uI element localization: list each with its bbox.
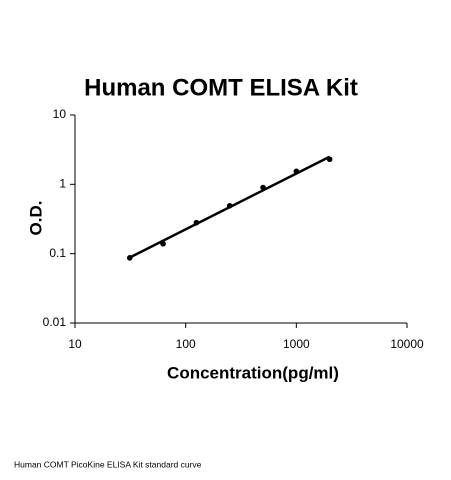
chart-title: Human COMT ELISA Kit: [84, 74, 358, 101]
caption: Human COMT PicoKine ELISA Kit standard c…: [14, 459, 202, 469]
x-tick-label: 1000: [283, 337, 310, 351]
data-point: [193, 219, 200, 226]
y-tick-label: 10: [53, 107, 67, 121]
x-tick-label: 10000: [390, 337, 424, 351]
y-tick-label: 1: [59, 177, 66, 191]
data-point: [226, 203, 233, 209]
y-tick-label: 0.1: [49, 246, 66, 260]
data-point: [126, 255, 133, 261]
x-axis-label: Concentration(pg/ml): [167, 363, 339, 382]
y-axis-label: O.D.: [26, 201, 45, 236]
data-point: [326, 156, 333, 163]
y-tick-label: 0.01: [43, 315, 67, 329]
data-point: [260, 184, 266, 191]
data-point: [160, 240, 166, 247]
x-tick-label: 10: [68, 337, 82, 351]
data-point: [293, 168, 300, 175]
x-tick-label: 100: [176, 337, 196, 351]
